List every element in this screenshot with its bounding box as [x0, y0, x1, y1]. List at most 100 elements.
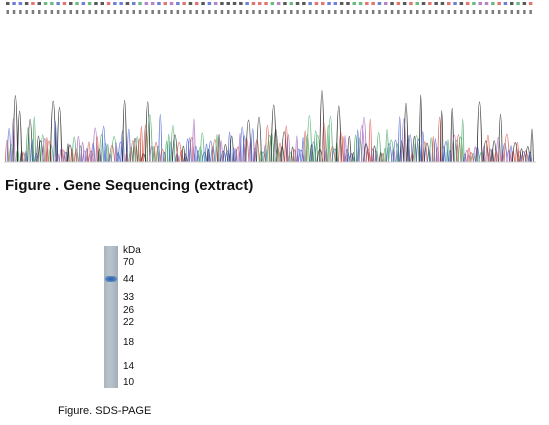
chromatogram-peak [56, 107, 63, 163]
chromatogram-peak [189, 137, 195, 163]
header-base-mark [12, 2, 16, 5]
called-base-mark [485, 10, 488, 14]
chromatogram-peak [297, 149, 305, 163]
called-base-mark [308, 10, 312, 14]
sds-page-lane [104, 246, 118, 388]
chromatogram-peak [206, 148, 211, 163]
chromatogram-peak [153, 141, 159, 163]
chromatogram-peak [422, 141, 428, 163]
header-base-mark [308, 2, 312, 5]
header-base-mark [440, 2, 445, 5]
header-base-mark [528, 2, 533, 5]
chromatogram-peak [11, 118, 16, 163]
called-base-mark [428, 10, 432, 14]
header-base-mark [245, 2, 249, 5]
called-base-mark [44, 10, 47, 14]
chromatogram-peak [506, 149, 512, 163]
called-base-mark [176, 10, 180, 14]
marker-label-14: 14 [123, 361, 135, 372]
chromatogram-peak [122, 100, 128, 163]
header-base-mark [447, 2, 451, 5]
header-base-mark [144, 2, 149, 5]
header-base-mark [276, 2, 281, 5]
header-base-mark [352, 2, 356, 5]
header-base-mark [478, 2, 482, 5]
header-base-mark [371, 2, 375, 5]
called-base-mark [69, 10, 72, 14]
chromatogram-peak [229, 135, 235, 163]
chromatogram-peak [124, 151, 129, 163]
header-base-mark [465, 2, 470, 5]
called-base-mark [346, 10, 350, 14]
chromatogram-peak [187, 137, 192, 163]
called-base-mark [264, 10, 268, 14]
header-base-mark [43, 2, 48, 5]
chromatogram-peak [90, 143, 96, 163]
called-base-mark [195, 10, 198, 14]
chromatogram-peak [252, 147, 257, 163]
chromatogram-peak [256, 116, 262, 163]
header-base-mark [358, 2, 363, 5]
header-base-mark [62, 2, 67, 5]
header-base-mark [119, 2, 123, 5]
header-base-mark [396, 2, 401, 5]
chromatogram-peak [418, 94, 423, 163]
header-base-mark [302, 2, 306, 5]
chromatogram-peak [193, 146, 199, 163]
marker-label-44: 44 [123, 274, 135, 285]
called-base-mark [220, 10, 224, 14]
chromatogram-peak [78, 145, 83, 163]
chromatogram-peak [117, 141, 124, 163]
chromatogram-peak [66, 143, 70, 163]
chromatogram-peak [210, 146, 216, 163]
called-base-mark [523, 10, 526, 14]
marker-label-33: 33 [123, 292, 135, 303]
chromatogram-peak [324, 148, 328, 163]
chromatogram-peak [348, 153, 355, 163]
chromatogram-peak [181, 145, 186, 163]
header-base-mark [18, 2, 23, 5]
header-base-mark [195, 2, 199, 5]
header-base-mark [484, 2, 489, 5]
header-base-mark [75, 2, 79, 5]
chromatogram-peak [412, 136, 417, 163]
chromatogram-peak [306, 115, 313, 163]
chromatogram-peak [522, 150, 529, 163]
chromatogram-peak [53, 121, 58, 163]
header-base-mark [220, 2, 224, 5]
chromatogram-peak [245, 119, 252, 163]
chromatogram-peak [132, 138, 138, 163]
called-base-mark [201, 10, 205, 14]
header-base-mark [453, 2, 457, 5]
called-base-mark [441, 10, 444, 14]
chromatogram-peak [238, 133, 242, 163]
chromatogram-peak [401, 118, 407, 163]
chromatogram-peak [392, 139, 399, 163]
header-base-mark [365, 2, 369, 5]
chromatogram-peak [176, 141, 183, 163]
chromatogram-peak [515, 141, 520, 163]
chromatogram-peak [61, 150, 67, 163]
called-base-mark [321, 10, 324, 14]
called-base-mark [290, 10, 293, 14]
header-base-mark [503, 2, 508, 5]
chromatogram-peak [365, 148, 371, 163]
chromatogram-peak [159, 148, 166, 163]
called-base-mark [19, 10, 22, 14]
chromatogram-peak [144, 101, 151, 163]
sequence-base-header [6, 2, 533, 14]
chromatogram-peak [530, 128, 534, 163]
chromatogram-peak [443, 140, 449, 163]
called-base-mark [170, 10, 173, 14]
called-base-mark [510, 10, 513, 14]
chromatogram-peak [179, 150, 184, 163]
called-base-mark [227, 10, 230, 14]
chromatogram-peak [192, 118, 196, 163]
chromatogram-peak [211, 139, 218, 163]
chromatogram-peak [476, 101, 483, 163]
called-base-mark [479, 10, 482, 14]
called-base-mark [88, 10, 91, 14]
chromatogram-peak [519, 148, 524, 163]
header-base-mark [188, 2, 193, 5]
header-base-mark [113, 2, 117, 5]
